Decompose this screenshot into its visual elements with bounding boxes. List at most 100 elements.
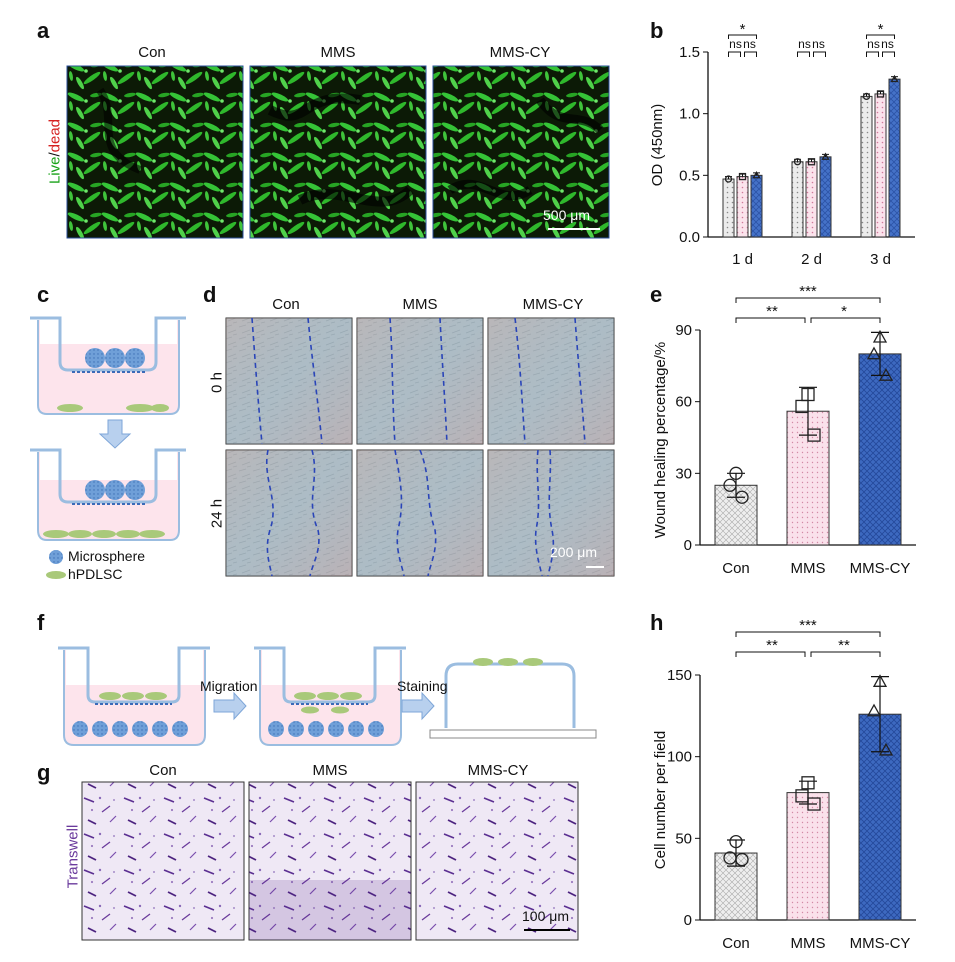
b-point [821,152,830,160]
h-bracket [810,651,881,657]
g-image-mmscy [415,781,579,941]
panel-c-label: c [37,282,50,307]
f-arrow-migration [213,691,247,721]
e-point [723,478,737,492]
b-bar [722,178,735,238]
b-bracket [866,51,879,57]
e-point [807,428,821,442]
b-sig-label: * [878,21,884,38]
h-point [735,852,749,867]
e-sig-label: *** [799,283,817,300]
b-bracket [728,34,757,39]
b-bar [791,161,804,238]
e-xtick-label: MMS-CY [850,560,911,577]
panel-e-label: e [650,282,663,307]
b-sig-label: ns [729,37,742,51]
a-image-mms [249,65,427,239]
b-point [738,172,747,181]
e-xtick-label: Con [722,560,750,577]
e-point [729,466,743,480]
h-point [878,742,894,756]
b-bar [874,93,887,238]
a-col-mmscy: MMS-CY [489,44,551,61]
g-col-con: Con [149,762,177,779]
d-row-24h: 24 h [208,498,226,529]
panel-a-label: a [37,18,50,43]
h-point [872,674,888,687]
b-sig-label: ns [812,37,825,51]
a-col-con: Con [138,44,166,61]
h-point [801,776,815,790]
panel-g-label: g [37,760,51,785]
c-legend-microsphere-icon [49,550,63,564]
b-ytick-label: 0.0 [679,229,700,246]
f-schematic-3 [429,658,597,739]
h-xtick-label: MMS-CY [850,935,911,952]
h-point [866,703,882,717]
h-xtick-label: MMS [791,935,826,952]
b-bar [805,161,818,238]
a-image-con [66,65,244,239]
h-ylabel: Cell number per field [652,731,669,869]
e-point [878,368,894,381]
b-ytick-label: 1.5 [679,44,700,61]
c-legend-hpdlsc: hPDLSC [68,566,123,582]
e-point [795,399,809,414]
panel-b-label: b [650,18,664,43]
g-ylabel: Transwell [64,824,82,889]
b-bracket [813,51,826,57]
panel-d-label: d [203,282,217,307]
b-point [752,170,761,179]
b-xtick-label: 1 d [732,251,753,268]
f-schematic-1 [58,646,210,746]
c-legend-microsphere: Microsphere [68,548,146,564]
b-point [807,158,816,166]
h-ytick-label: 0 [684,912,692,929]
c-schematic-top [30,316,186,415]
b-point [890,74,899,83]
h-ytick-label: 100 [667,749,692,766]
b-sig-label: * [740,21,746,38]
e-bar [858,353,902,546]
d-image-con-0h [225,317,353,445]
h-sig-label: ** [766,637,778,654]
chart-e: 0 30 60 90 Wound healing percentage/% Con MMS M… [652,283,916,577]
h-ytick-label: 150 [667,667,692,684]
b-bracket [728,51,741,57]
b-bar [860,95,873,238]
h-point [795,789,809,803]
b-ytick-label: 1.0 [679,106,700,123]
b-bracket [744,51,757,57]
g-image-con [81,781,245,941]
e-ylabel: Wound healing percentage/% [652,342,669,539]
e-point [872,329,888,343]
e-bracket [735,317,806,323]
e-ytick-label: 60 [675,394,692,411]
d-col-mms: MMS [402,296,438,313]
b-bar [750,174,763,238]
d-image-mms-24h [356,449,484,577]
a-scalebar-label: 500 μm [543,207,590,223]
h-point [807,797,821,811]
e-sig-label: ** [766,303,778,320]
f-migration-label: Migration [200,678,258,694]
c-arrow-down [98,419,132,449]
f-schematic-2 [254,646,406,746]
e-xtick-label: MMS [791,560,826,577]
e-point [735,490,749,504]
b-sig-label: ns [881,37,894,51]
e-sig-label: * [841,303,847,320]
g-col-mms: MMS [312,762,348,779]
d-image-mmscy-0h [487,317,615,445]
d-image-con-24h [225,449,353,577]
b-bracket [866,34,895,39]
h-sig-label: *** [799,617,817,634]
b-bar [736,176,749,238]
e-bracket [735,297,881,303]
h-sig-label: ** [838,637,850,654]
b-point [724,175,733,183]
b-sig-label: ns [798,37,811,51]
c-legend-hpdlsc-icon [46,571,66,579]
b-sig-label: ns [867,37,880,51]
g-image-mms [248,781,412,941]
